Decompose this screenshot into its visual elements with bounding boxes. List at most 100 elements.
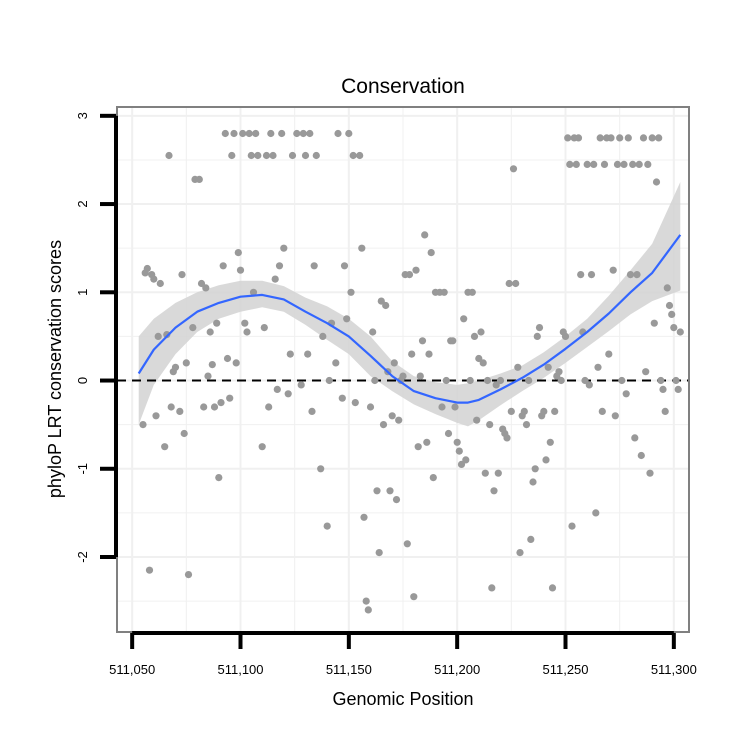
data-point — [596, 134, 604, 142]
data-point — [343, 315, 351, 323]
data-point — [659, 385, 667, 393]
data-point — [392, 496, 401, 504]
data-point — [356, 151, 364, 160]
data-point — [278, 129, 286, 138]
data-point — [349, 151, 357, 160]
data-point — [395, 416, 403, 424]
data-point — [323, 522, 331, 530]
scatter-points — [139, 129, 684, 614]
data-point — [299, 129, 307, 138]
data-point — [540, 407, 548, 415]
data-point — [152, 412, 160, 420]
data-point — [423, 438, 431, 446]
data-point — [551, 407, 559, 415]
y-tick-label: 0 — [75, 377, 90, 384]
data-point — [548, 584, 557, 592]
data-point — [648, 134, 656, 142]
data-point — [373, 487, 381, 495]
data-point — [542, 456, 550, 464]
data-point — [217, 399, 225, 407]
data-point — [438, 403, 446, 411]
data-point — [613, 160, 622, 168]
data-point — [308, 407, 316, 415]
data-point — [143, 264, 151, 273]
y-tick-label: 2 — [75, 200, 90, 207]
data-point — [189, 324, 197, 332]
data-point — [594, 363, 602, 371]
data-point — [280, 244, 288, 252]
data-point — [156, 279, 164, 288]
data-point — [247, 151, 255, 160]
x-tick-label: 511,300 — [651, 662, 697, 677]
data-point — [167, 403, 175, 411]
data-point — [161, 443, 169, 451]
data-point — [297, 381, 305, 389]
data-point — [208, 361, 216, 369]
data-point — [360, 513, 368, 521]
data-point — [644, 160, 652, 168]
y-axis-title: phyloP LRT conservation scores — [45, 240, 65, 498]
data-point — [325, 376, 333, 385]
data-point — [358, 244, 366, 252]
data-point — [509, 165, 518, 173]
data-point — [184, 571, 193, 579]
data-point — [620, 160, 628, 168]
y-axis: -2 -1 0 1 2 3 — [75, 112, 118, 563]
data-point — [267, 129, 275, 138]
data-point — [258, 443, 266, 451]
data-point — [488, 584, 496, 592]
data-point — [572, 160, 580, 168]
data-point — [386, 487, 394, 495]
data-point — [661, 407, 669, 415]
data-point — [607, 134, 615, 142]
data-point — [414, 443, 422, 451]
x-tick-label: 511,250 — [542, 662, 588, 677]
data-point — [657, 376, 665, 385]
data-point — [633, 271, 641, 279]
data-point — [460, 315, 468, 323]
data-point — [369, 328, 377, 336]
data-point — [639, 134, 648, 142]
data-point — [529, 478, 537, 486]
data-point — [568, 522, 576, 530]
data-point — [672, 376, 680, 385]
data-point — [351, 399, 359, 407]
x-axis-title: Genomic Position — [332, 689, 473, 709]
data-point — [477, 328, 485, 336]
data-point — [180, 429, 188, 438]
data-point — [676, 328, 684, 336]
data-point — [195, 175, 203, 183]
data-point — [221, 129, 229, 138]
data-point — [507, 407, 515, 415]
data-point — [362, 597, 370, 605]
data-point — [418, 337, 427, 345]
data-point — [522, 421, 531, 429]
smooth-trend-line — [137, 234, 682, 404]
data-point — [468, 288, 476, 296]
data-point — [234, 249, 242, 257]
y-tick-label: 3 — [75, 112, 90, 119]
data-point — [405, 271, 414, 279]
data-point — [202, 284, 210, 292]
data-point — [444, 429, 453, 438]
data-point — [514, 363, 522, 371]
data-point — [412, 266, 420, 274]
data-point — [375, 549, 383, 557]
data-point — [624, 134, 632, 142]
data-point — [273, 385, 281, 393]
data-point — [555, 368, 563, 376]
data-point — [674, 385, 682, 393]
data-point — [382, 301, 390, 310]
data-point — [566, 160, 574, 168]
data-point — [236, 266, 245, 274]
data-point — [265, 403, 273, 411]
data-point — [494, 469, 502, 477]
data-point — [165, 151, 173, 160]
data-point — [516, 549, 524, 557]
data-point — [637, 451, 645, 460]
data-point — [226, 394, 234, 402]
data-point — [204, 372, 212, 380]
data-point — [535, 324, 544, 332]
data-point — [475, 354, 483, 363]
